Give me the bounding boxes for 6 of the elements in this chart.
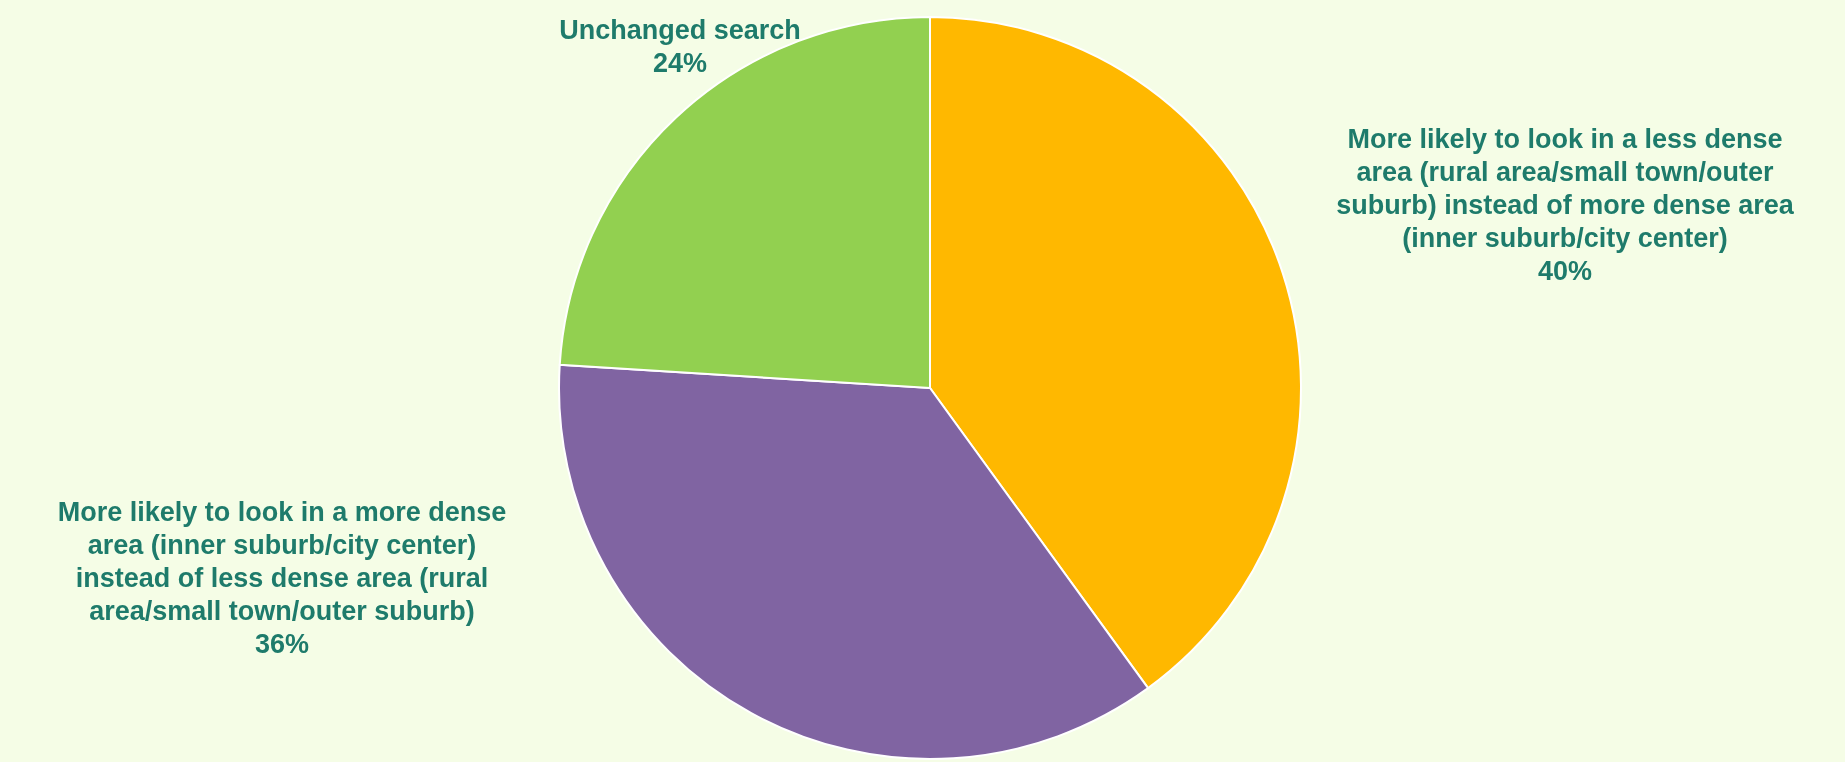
slice-label: Unchanged search: [559, 15, 801, 45]
data-label: 24%: [652, 48, 708, 78]
slice-label: More likely to look in a more dense area (inner suburb/city center) instead of less dense area (rural area/small town/outer suburb): [57, 497, 507, 626]
data-label: 36%: [254, 629, 310, 659]
data-label: 40%: [1537, 256, 1593, 286]
slice-label: More likely to look in a less dense area (rural area/small town/outer suburb) instead of more dense area (inner suburb/city center): [1336, 124, 1795, 253]
